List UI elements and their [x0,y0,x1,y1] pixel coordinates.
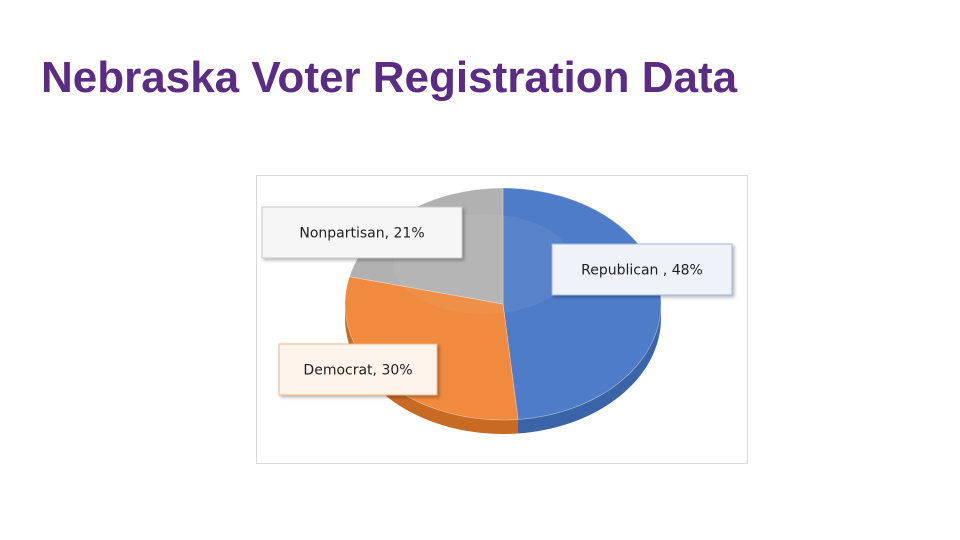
pie-side-republican [518,304,661,434]
pie-side-democrat [345,304,519,434]
data-label-republican: Republican , 48% [581,263,703,279]
slide-title: Nebraska Voter Registration Data [41,53,738,102]
callout-box [551,243,733,296]
pie-chart-frame: Republican , 48% Democrat, 30% Nonpartisan… [256,175,748,464]
callout-nonpartisan: Nonpartisan, 21% [261,206,463,259]
callout-box [261,206,463,259]
data-label-nonpartisan: Nonpartisan, 21% [299,226,424,242]
callout-republican: Republican , 48% [551,243,733,296]
data-label-democrat: Democrat, 30% [303,363,412,379]
pie-chart: Republican , 48% Democrat, 30% Nonpartisan… [261,187,733,434]
callout-democrat: Democrat, 30% [278,343,438,396]
callout-box [278,343,438,396]
